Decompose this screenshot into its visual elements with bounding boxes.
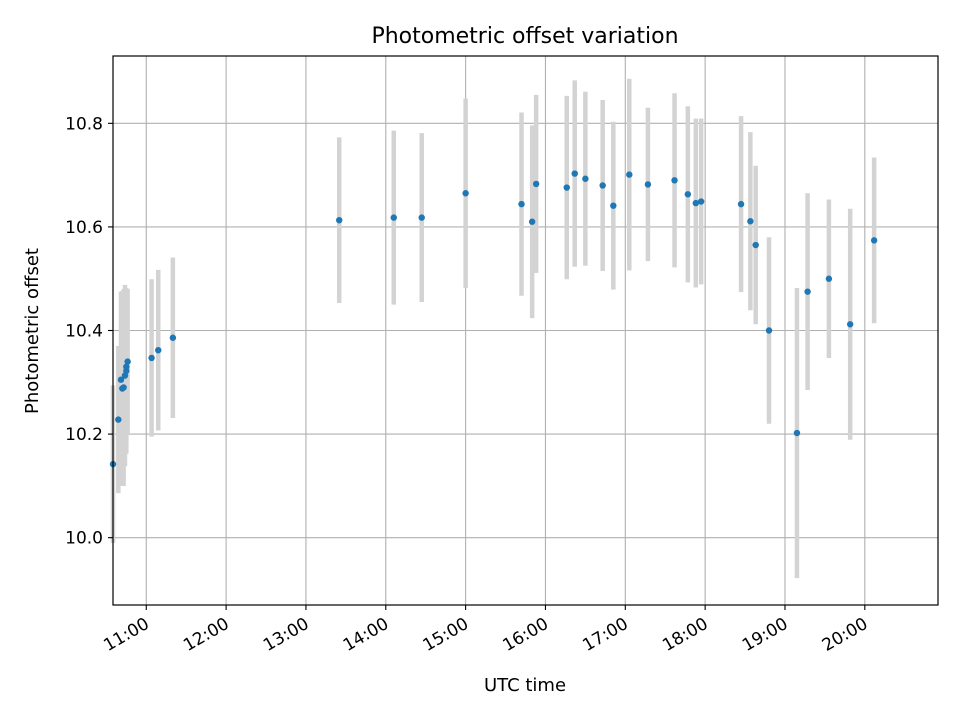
data-point: [120, 384, 127, 391]
data-point: [870, 237, 878, 244]
x-axis-label: UTC time: [484, 675, 566, 696]
data-point: [752, 241, 759, 249]
chart-title: Photometric offset variation: [371, 24, 678, 49]
x-tick-label: 16:00: [500, 614, 552, 656]
y-tick-label: 10.4: [65, 322, 103, 342]
y-tick-label: 10.0: [65, 529, 103, 549]
data-point: [737, 200, 745, 208]
data-point: [117, 376, 125, 383]
data-point: [390, 214, 397, 221]
x-tick-label: 12:00: [180, 614, 232, 656]
data-point: [563, 184, 570, 191]
data-point: [697, 198, 705, 205]
y-tick-label: 10.2: [65, 425, 103, 445]
data-point: [765, 327, 773, 334]
y-tick-label: 10.6: [65, 218, 103, 238]
data-point: [599, 182, 606, 189]
data-point: [418, 214, 425, 221]
x-tick-label: 19:00: [739, 614, 791, 656]
data-point: [528, 218, 536, 225]
x-tick-label: 17:00: [579, 614, 631, 656]
x-tick-label: 20:00: [819, 614, 871, 656]
data-point: [793, 429, 801, 437]
data-point: [518, 200, 525, 208]
x-axis-ticks: 11:00 12:00 13:00 14:00 15:00 16:00 17:00 18:00…: [100, 605, 871, 656]
data-point: [671, 177, 678, 184]
data-point: [804, 288, 811, 295]
x-tick-label: 13:00: [260, 614, 312, 656]
x-tick-label: 14:00: [340, 614, 392, 656]
x-tick-label: 15:00: [420, 614, 472, 656]
data-point: [747, 218, 754, 225]
data-point: [123, 363, 130, 370]
data-points: [109, 170, 878, 468]
data-point: [462, 190, 469, 197]
data-point: [148, 354, 155, 362]
data-point: [571, 170, 578, 177]
data-point: [124, 358, 131, 365]
error-bars: [110, 78, 877, 579]
y-axis-label: Photometric offset: [22, 248, 43, 414]
data-point: [336, 216, 343, 224]
grid-layer: [113, 56, 938, 605]
data-point: [582, 175, 589, 182]
data-point: [169, 334, 177, 341]
y-tick-label: 10.8: [65, 114, 103, 134]
data-point: [644, 181, 652, 188]
data-point: [115, 416, 122, 423]
data-point: [684, 191, 692, 198]
x-tick-label: 11:00: [100, 614, 152, 656]
data-point: [626, 171, 633, 178]
data-point: [155, 346, 162, 354]
data-point: [846, 321, 854, 328]
data-point: [692, 199, 700, 207]
data-point: [610, 202, 617, 209]
y-axis-ticks: 10.0 10.2 10.4 10.6 10.8: [65, 114, 113, 549]
data-point: [532, 180, 540, 188]
data-point: [825, 275, 833, 282]
x-tick-label: 18:00: [659, 614, 711, 656]
